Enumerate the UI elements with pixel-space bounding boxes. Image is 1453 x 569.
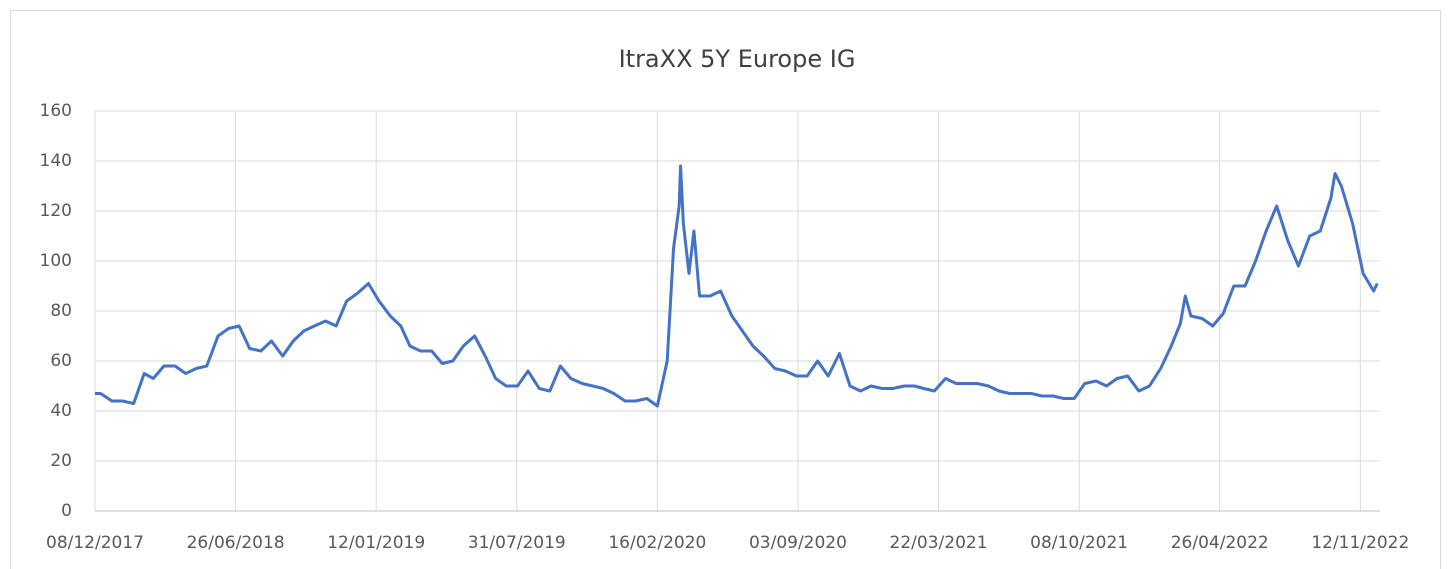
x-tick-label: 26/06/2018 <box>187 533 285 553</box>
y-tick-label: 0 <box>61 501 72 521</box>
x-tick-label: 08/12/2017 <box>46 533 144 553</box>
y-tick-label: 20 <box>50 451 72 471</box>
y-tick-label: 60 <box>50 351 72 371</box>
x-tick-label: 26/04/2022 <box>1171 533 1269 553</box>
x-tick-label: 31/07/2019 <box>468 533 566 553</box>
x-tick-label: 16/02/2020 <box>608 533 706 553</box>
x-tick-label: 03/09/2020 <box>749 533 847 553</box>
x-tick-label: 12/01/2019 <box>327 533 425 553</box>
y-tick-label: 120 <box>40 201 72 221</box>
y-tick-label: 160 <box>40 101 72 121</box>
chart-border <box>10 10 1441 569</box>
series-line <box>95 164 1379 408</box>
y-tick-label: 100 <box>40 251 72 271</box>
chart-title: ItraXX 5Y Europe IG <box>619 45 856 73</box>
y-tick-label: 140 <box>40 151 72 171</box>
y-tick-label: 40 <box>50 401 72 421</box>
x-tick-label: 22/03/2021 <box>890 533 988 553</box>
y-tick-label: 80 <box>50 301 72 321</box>
x-tick-label: 08/10/2021 <box>1030 533 1128 553</box>
x-tick-label: 12/11/2022 <box>1311 533 1409 553</box>
